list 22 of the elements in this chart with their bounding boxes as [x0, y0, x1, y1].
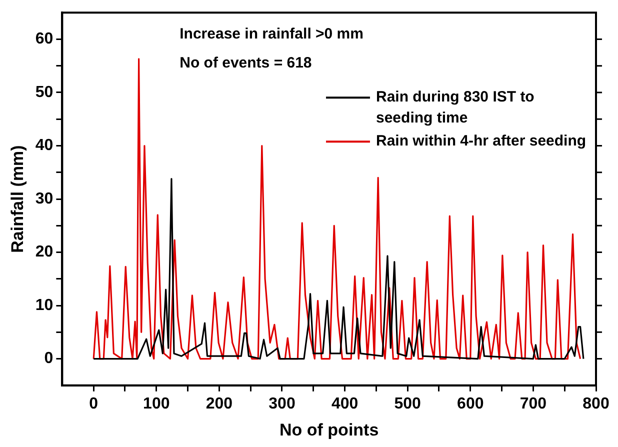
y-axis-title: Rainfall (mm)	[8, 145, 27, 253]
x-tick-label: 300	[268, 395, 296, 412]
x-tick-label: 700	[520, 395, 547, 412]
x-tick-label: 0	[89, 395, 98, 412]
y-tick-label: 20	[35, 244, 54, 261]
y-tick-label: 40	[35, 137, 54, 154]
y-tick-label: 60	[35, 30, 54, 48]
y-tick-label: 30	[35, 190, 54, 208]
y-tick-label: 50	[35, 84, 54, 101]
x-axis-title: No of points	[280, 420, 379, 440]
annotation: Increase in rainfall >0 mm	[180, 26, 364, 43]
annotation: No of events = 618	[180, 54, 312, 72]
y-tick-label: 10	[35, 296, 54, 314]
x-tick-label: 600	[457, 395, 484, 412]
y-tick-label: 0	[44, 350, 54, 368]
legend-label: Rain within 4-hr after seeding	[376, 132, 586, 150]
x-tick-label: 800	[582, 395, 610, 412]
legend-label: Rain during 830 IST to seeding time	[376, 88, 534, 127]
x-tick-label: 200	[206, 395, 233, 412]
x-tick-label: 500	[394, 395, 422, 412]
x-tick-label: 400	[331, 395, 358, 412]
x-tick-label: 100	[143, 395, 170, 412]
